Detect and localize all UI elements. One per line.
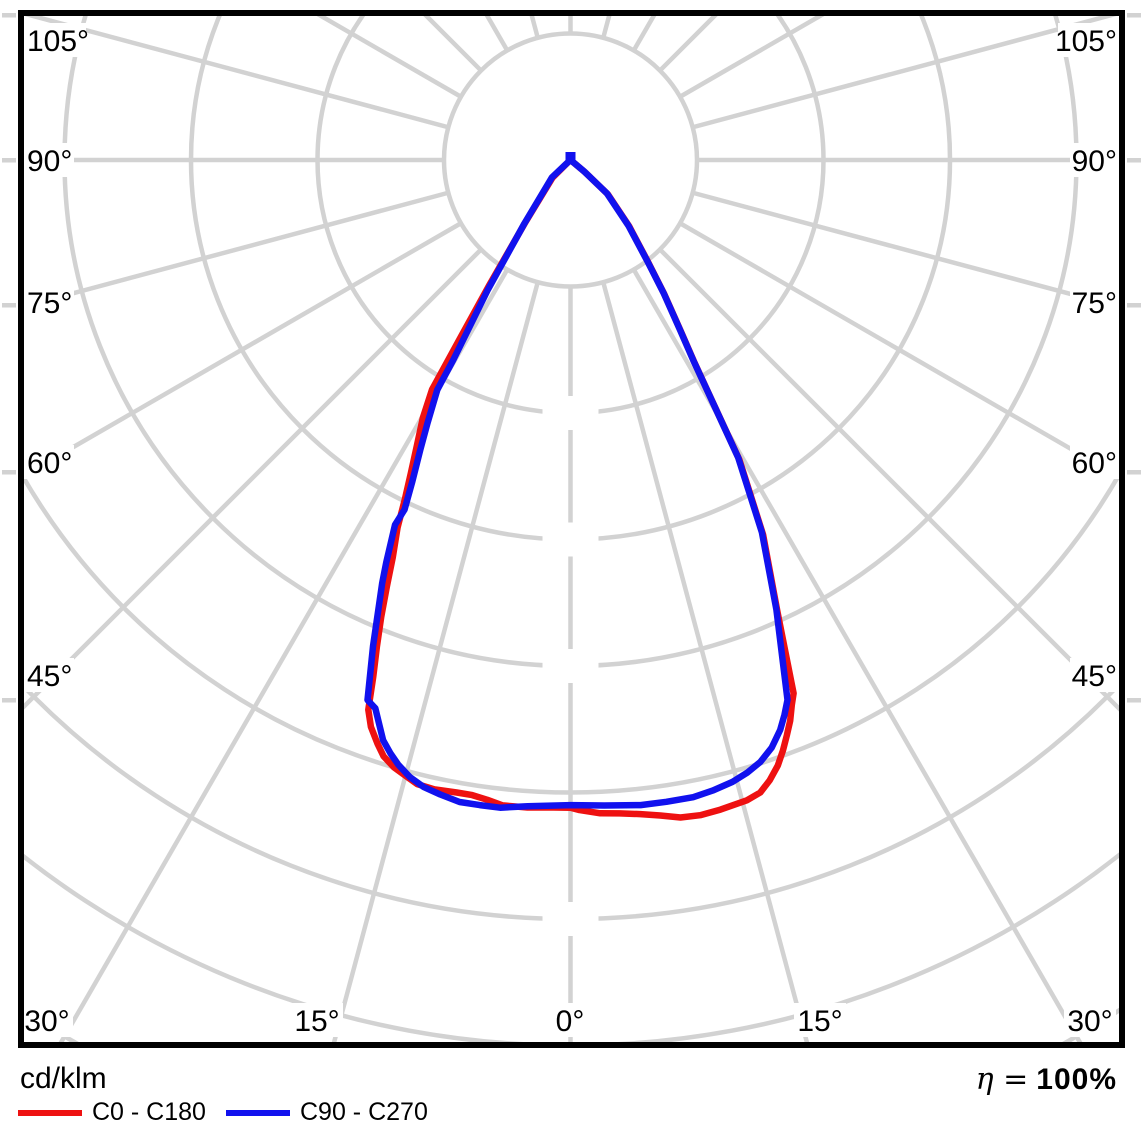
radial-value-label-boxes [542, 396, 599, 936]
tick-label-bg [1064, 1003, 1116, 1037]
blank-value-box [542, 902, 599, 936]
grid-radial-line [24, 221, 463, 479]
eta-symbol: η = [975, 1062, 1029, 1097]
grid-stub-right [1127, 13, 1141, 18]
angle-tick-label: 90° [27, 145, 72, 178]
legend-swatch-red [18, 1109, 82, 1116]
grid-stub-right [1127, 470, 1141, 475]
tick-label-bg [24, 445, 74, 479]
tick-label-bg [549, 1003, 591, 1037]
tick-label-bg [291, 1003, 343, 1037]
angle-tick-label: 30° [24, 1005, 69, 1038]
angle-tick-label: 15° [797, 1005, 842, 1038]
tick-label-bg [794, 1003, 846, 1037]
grid-stub-left [2, 303, 16, 308]
tick-label-bg [21, 1003, 73, 1037]
grid-radial-line [601, 281, 810, 1042]
tick-label-bg [1070, 143, 1120, 177]
eta-value: 100% [1036, 1063, 1117, 1096]
grid-stub-left [2, 13, 16, 18]
angle-tick-label: 0° [556, 1005, 585, 1038]
grid-stub-left [2, 470, 16, 475]
blank-value-box [542, 396, 599, 430]
legend-entry-c90-c270: C90 - C270 [226, 1098, 428, 1127]
grid-radial-line [678, 221, 1119, 480]
grid-radial-line [58, 268, 510, 1042]
grid-radial-line [692, 16, 1117, 130]
intensity-curves [364, 152, 797, 821]
grid-stub-right [1127, 158, 1141, 163]
curve-C90-C270 [364, 158, 791, 811]
tick-label-bg [1070, 285, 1120, 319]
grid-radial-line [331, 281, 540, 1042]
efficiency-label: η = 100% [976, 1062, 1117, 1097]
angle-tick-label: 45° [1072, 660, 1117, 693]
angle-tick-label: 90° [1072, 145, 1117, 178]
grid-radial-line [24, 16, 449, 130]
grid-stub-right [1127, 698, 1141, 703]
angle-tick-label: 45° [27, 660, 72, 693]
angle-tick-label: 30° [1067, 1005, 1112, 1038]
tick-label-bg [1058, 23, 1120, 57]
angle-tick-labels: 105° 90° 75° 60° 45° 105° 90° 75° 60° 45° 30° 15° 0°… [21, 23, 1120, 1038]
angle-tick-label: 75° [1072, 287, 1117, 320]
grid-radial-line [631, 268, 1083, 1042]
angle-tick-label: 60° [27, 447, 72, 480]
tick-label-bg [1070, 658, 1120, 692]
legend: C0 - C180 C90 - C270 [0, 1098, 1143, 1128]
angle-tick-label: 105° [1055, 25, 1117, 58]
grid-radial-line [24, 247, 483, 710]
angle-tick-label: 105° [27, 25, 89, 58]
unit-label: cd/klm [20, 1062, 107, 1095]
blank-value-box [542, 649, 599, 683]
tick-label-bg [24, 143, 74, 177]
plot-border [18, 10, 1125, 1048]
blank-value-box [542, 522, 599, 557]
legend-label-c0-c180: C0 - C180 [92, 1098, 206, 1126]
legend-label-c90-c270: C90 - C270 [300, 1098, 428, 1126]
grid-radial-line [658, 247, 1119, 712]
grid-stub-right [1127, 303, 1141, 308]
tick-label-bg [1070, 445, 1120, 479]
grid-stub-left [2, 158, 16, 163]
legend-entry-c0-c180: C0 - C180 [18, 1098, 206, 1127]
grid-radial-line [692, 190, 1119, 310]
curve-peak-marker [565, 152, 576, 161]
angle-tick-label: 60° [1072, 447, 1117, 480]
grid-edge-stubs [2, 13, 1141, 703]
angle-tick-label: 75° [27, 287, 72, 320]
angle-tick-label: 15° [294, 1005, 339, 1038]
legend-swatch-blue [226, 1109, 290, 1116]
tick-label-bg [24, 285, 74, 319]
tick-label-bg [24, 23, 86, 57]
grid-radial-line [24, 190, 449, 309]
grid-stub-left [2, 698, 16, 703]
tick-label-bg [24, 658, 74, 692]
